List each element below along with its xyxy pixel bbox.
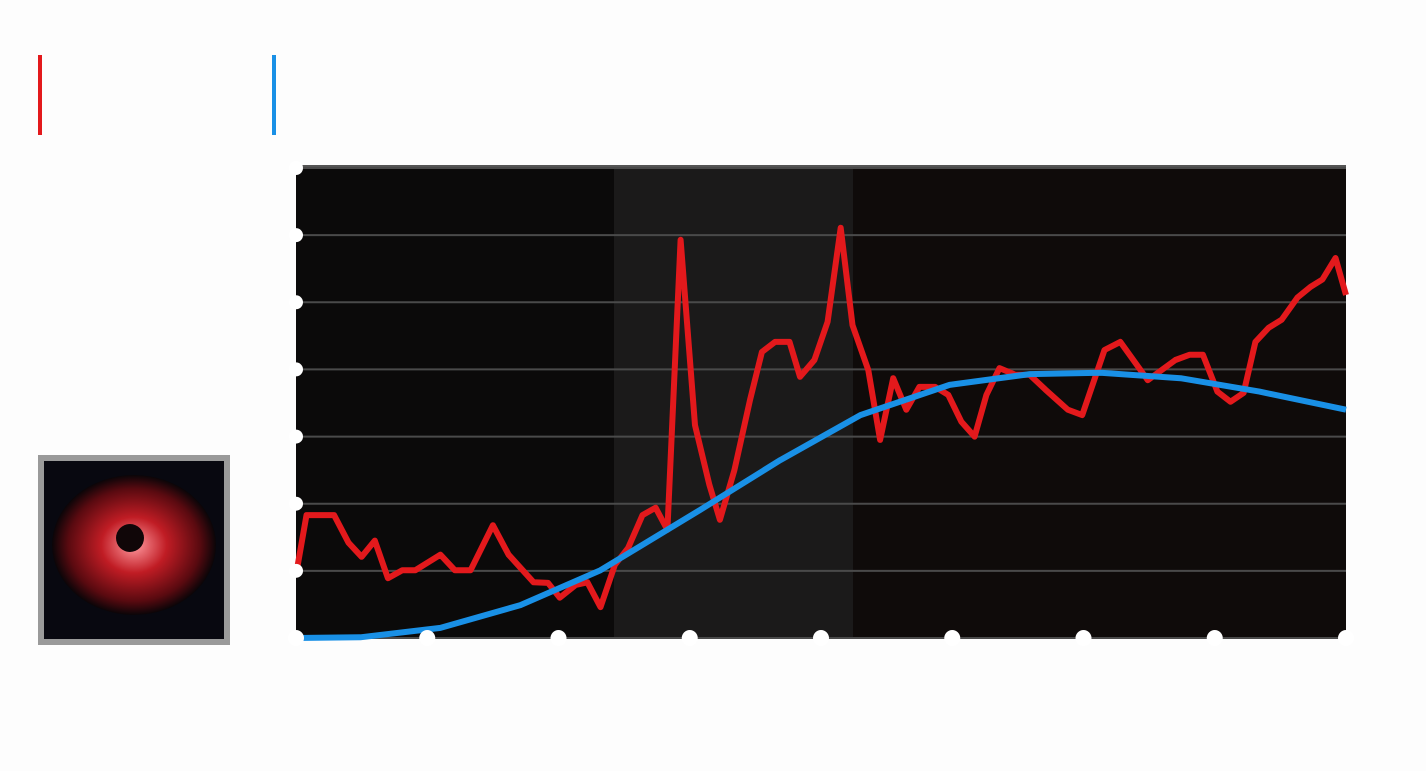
y-tick-dot (289, 161, 303, 175)
y-tick-dot (289, 429, 303, 444)
x-tick-dot (550, 630, 567, 646)
legend-swatch (38, 55, 42, 135)
x-tick-dot (419, 630, 436, 646)
x-tick-dot (681, 630, 698, 646)
y-tick-dot (289, 496, 303, 511)
x-tick-dot (1075, 630, 1092, 646)
y-tick-dot (289, 362, 303, 377)
background-band (296, 166, 614, 638)
fan-hub (116, 524, 144, 552)
legend-swatch (272, 55, 276, 135)
background-band (614, 166, 853, 638)
y-tick-dot (289, 295, 303, 310)
y-tick-dot (289, 228, 303, 243)
background-band (853, 166, 1346, 638)
x-tick-dot (944, 630, 961, 646)
y-tick-dot (289, 563, 303, 578)
x-tick-dot (288, 630, 304, 646)
x-tick-dot (813, 630, 829, 646)
series-line (295, 369, 1347, 641)
series-line (293, 224, 1349, 611)
x-tick-dot (1338, 630, 1354, 646)
x-tick-dot (1206, 630, 1223, 646)
